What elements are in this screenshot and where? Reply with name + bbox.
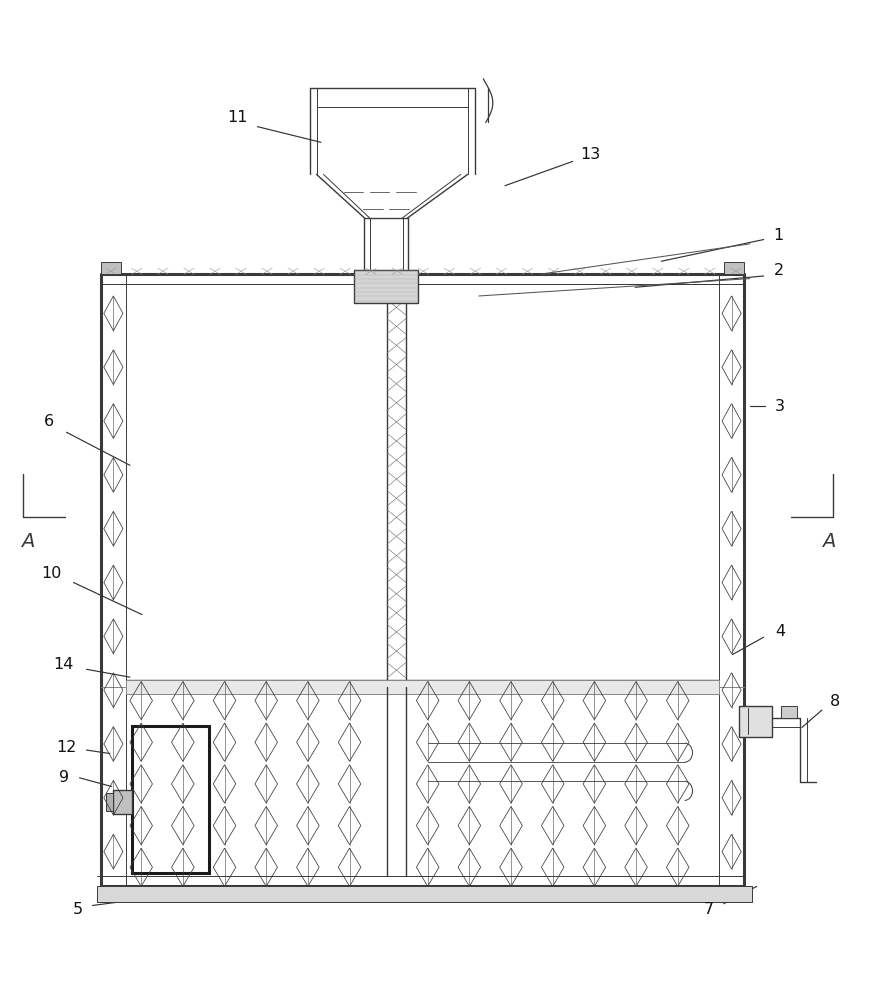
Text: 9: 9: [59, 770, 69, 785]
Bar: [101, 262, 121, 274]
Bar: [113, 790, 132, 814]
Text: 14: 14: [54, 657, 74, 672]
Text: 2: 2: [773, 263, 784, 278]
Bar: [106, 793, 113, 811]
Bar: [132, 726, 209, 873]
Text: 1: 1: [773, 228, 784, 243]
Text: 3: 3: [775, 399, 785, 414]
Text: 8: 8: [830, 694, 840, 709]
Bar: [354, 270, 418, 303]
Bar: [725, 262, 744, 274]
Bar: [739, 706, 773, 737]
Text: 12: 12: [57, 740, 77, 755]
Text: $A$: $A$: [20, 532, 35, 551]
Text: 13: 13: [580, 147, 600, 162]
Bar: [125, 680, 719, 694]
Bar: [781, 706, 797, 718]
Text: 11: 11: [227, 110, 247, 125]
Text: 7: 7: [704, 902, 714, 917]
Text: 4: 4: [775, 624, 786, 639]
Text: 6: 6: [44, 414, 54, 429]
Text: 5: 5: [73, 902, 83, 917]
Bar: [97, 886, 753, 902]
Text: $A$: $A$: [821, 532, 836, 551]
Text: 10: 10: [42, 566, 62, 581]
